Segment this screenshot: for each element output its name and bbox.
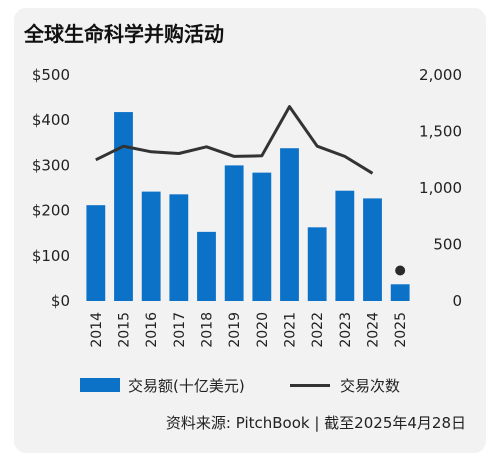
- x-axis-tick-label: 2016: [144, 312, 160, 348]
- right-axis-tick-label: 1,500: [419, 123, 462, 141]
- bar-2023: [335, 190, 355, 301]
- chart-title: 全球生命科学并购活动: [24, 22, 224, 46]
- bar-2022: [307, 227, 327, 301]
- chart-legend: 交易额(十亿美元) 交易次数: [80, 372, 480, 398]
- bar-2019: [224, 165, 244, 301]
- x-axis-tick-label: 2022: [310, 312, 326, 348]
- right-axis-tick-label: 0: [452, 292, 462, 310]
- x-axis-tick-label: 2017: [172, 312, 188, 348]
- bar-2014: [86, 205, 106, 301]
- bar-2017: [169, 194, 189, 301]
- left-axis-tick-label: $400: [32, 111, 70, 129]
- bar-2021: [280, 148, 299, 301]
- left-axis-tick-label: $200: [32, 202, 70, 220]
- legend-item-deal-count: 交易次数: [290, 372, 400, 398]
- legend-item-deal-value: 交易额(十亿美元): [80, 372, 245, 398]
- left-axis-tick-label: $100: [32, 247, 70, 265]
- x-axis-tick-label: 2025: [393, 312, 409, 348]
- x-axis-tick-label: 2014: [89, 312, 105, 348]
- bar-2024: [363, 198, 382, 301]
- left-axis-tick-label: $0: [51, 292, 70, 310]
- x-axis-tick-label: 2024: [366, 312, 382, 348]
- bar-2016: [141, 191, 161, 301]
- left-axis-tick-label: $500: [32, 66, 70, 84]
- x-axis-tick-label: 2021: [283, 312, 299, 348]
- deal-count-line: [95, 105, 374, 175]
- legend-line-swatch: [290, 383, 330, 387]
- legend-label-deal-count: 交易次数: [340, 376, 401, 395]
- bar-2020: [252, 172, 272, 301]
- left-axis-tick-label: $300: [32, 156, 70, 174]
- right-axis-tick-label: 500: [433, 236, 462, 254]
- legend-label-deal-value: 交易额(十亿美元): [128, 376, 245, 395]
- bar-2015: [114, 112, 133, 302]
- source-note: 资料来源: PitchBook | 截至2025年4月28日: [165, 414, 466, 432]
- bar-2018: [197, 231, 216, 301]
- x-axis-tick-label: 2018: [200, 312, 216, 348]
- x-axis-tick-label: 2019: [227, 312, 243, 348]
- right-axis-tick-label: 1,000: [419, 179, 462, 197]
- legend-bar-swatch: [80, 378, 120, 392]
- deal-count-marker-2025: [395, 265, 406, 276]
- right-axis-tick-label: 2,000: [419, 66, 462, 84]
- x-axis-tick-label: 2020: [255, 312, 271, 348]
- x-axis-tick-label: 2023: [338, 312, 354, 348]
- x-axis-tick-label: 2015: [117, 312, 133, 348]
- bar-2025: [390, 284, 410, 301]
